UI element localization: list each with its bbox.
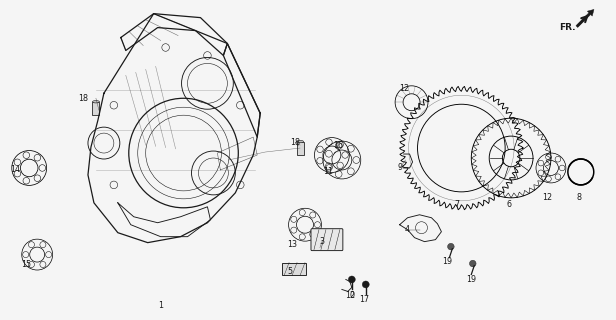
Text: 7: 7 [455, 200, 460, 209]
Text: 6: 6 [506, 200, 512, 209]
Text: FR.: FR. [559, 23, 575, 32]
Text: 11: 11 [323, 167, 333, 176]
Text: 2: 2 [349, 291, 354, 300]
Text: 12: 12 [400, 84, 410, 93]
Text: 14: 14 [10, 165, 20, 174]
Text: 9: 9 [397, 164, 402, 172]
Circle shape [469, 260, 476, 267]
Text: 1: 1 [158, 301, 163, 310]
Text: 12: 12 [542, 193, 552, 202]
Text: 19: 19 [466, 275, 476, 284]
Circle shape [348, 276, 355, 283]
Text: 4: 4 [405, 225, 410, 234]
Circle shape [448, 243, 454, 250]
Bar [92, 102, 99, 115]
Ellipse shape [92, 100, 99, 103]
Text: 8: 8 [577, 193, 582, 202]
Text: 16: 16 [333, 140, 343, 149]
Text: 3: 3 [320, 237, 325, 246]
Text: 15: 15 [21, 260, 31, 269]
Text: 18: 18 [78, 94, 88, 103]
Text: 17: 17 [359, 295, 369, 304]
FancyArrow shape [576, 9, 594, 28]
Bar [282, 262, 306, 276]
Text: 13: 13 [287, 240, 297, 249]
Bar [296, 141, 304, 155]
Circle shape [362, 281, 369, 288]
FancyBboxPatch shape [311, 229, 343, 251]
Text: 18: 18 [290, 138, 300, 147]
Ellipse shape [296, 140, 304, 143]
Text: 10: 10 [345, 291, 355, 300]
Text: 5: 5 [288, 267, 293, 276]
Text: 19: 19 [442, 257, 453, 266]
